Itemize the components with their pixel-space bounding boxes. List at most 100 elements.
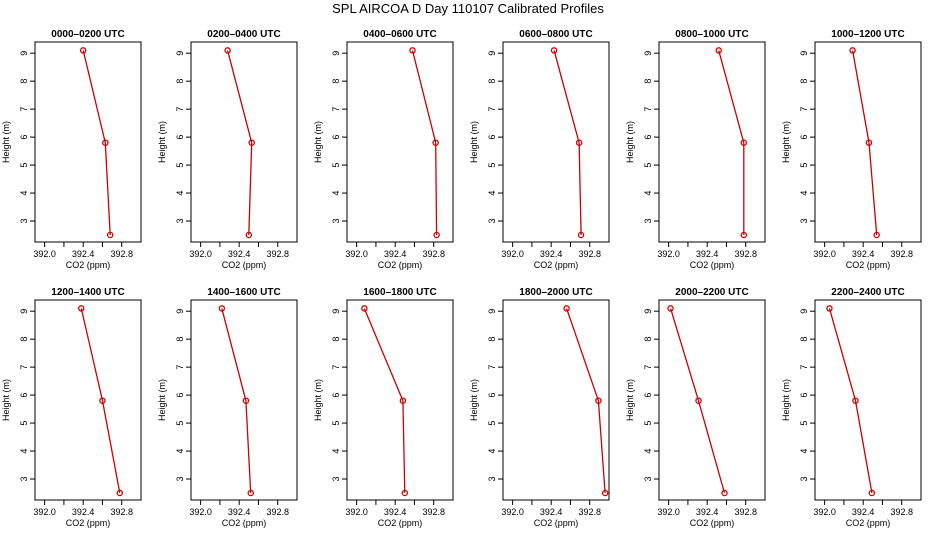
data-point bbox=[826, 305, 833, 312]
data-point bbox=[595, 397, 602, 404]
y-tick-label: 4 bbox=[19, 191, 29, 196]
y-tick-label: 9 bbox=[175, 51, 185, 56]
plot-frame bbox=[814, 299, 922, 501]
x-tick-label: 392.4 bbox=[228, 507, 251, 517]
data-point bbox=[218, 305, 226, 312]
x-tick-label: 392.0 bbox=[501, 249, 524, 259]
y-tick-label: 5 bbox=[643, 421, 653, 426]
data-point bbox=[433, 231, 440, 239]
profile-line bbox=[565, 308, 606, 494]
x-tick-label: 392.8 bbox=[110, 249, 133, 259]
plot-frame bbox=[658, 299, 766, 501]
data-point bbox=[432, 139, 439, 146]
y-tick-label: 7 bbox=[331, 365, 341, 370]
data-point bbox=[106, 231, 114, 239]
data-point bbox=[116, 489, 124, 497]
y-tick-label: 7 bbox=[175, 107, 185, 112]
x-axis-label: CO2 (ppm) bbox=[846, 260, 891, 270]
y-tick-label: 3 bbox=[487, 477, 497, 482]
y-tick-label: 9 bbox=[799, 51, 809, 56]
y-tick-label: 5 bbox=[331, 421, 341, 426]
y-tick-label: 4 bbox=[331, 449, 341, 454]
x-tick-label: 392.0 bbox=[33, 507, 56, 517]
data-point bbox=[409, 47, 416, 54]
x-tick-label: 392.4 bbox=[384, 507, 407, 517]
y-tick-label: 4 bbox=[487, 191, 497, 196]
y-tick-label: 6 bbox=[331, 393, 341, 398]
y-tick-label: 4 bbox=[175, 191, 185, 196]
x-tick-label: 392.4 bbox=[852, 507, 875, 517]
y-axis-label: Height (m) bbox=[1, 121, 11, 163]
data-point bbox=[715, 47, 722, 54]
profile-line bbox=[363, 308, 406, 494]
data-point bbox=[245, 231, 253, 239]
profile-line bbox=[82, 50, 111, 236]
x-tick-label: 392.8 bbox=[578, 507, 601, 517]
y-tick-label: 9 bbox=[799, 309, 809, 314]
panel-title: 2000–2200 UTC bbox=[675, 287, 748, 298]
profile-line bbox=[828, 308, 873, 494]
data-point bbox=[852, 397, 859, 404]
y-tick-label: 3 bbox=[331, 477, 341, 482]
y-tick-label: 7 bbox=[643, 107, 653, 112]
data-point bbox=[399, 397, 407, 404]
y-tick-label: 6 bbox=[19, 393, 29, 398]
y-tick-label: 4 bbox=[643, 191, 653, 196]
y-tick-label: 6 bbox=[799, 393, 809, 398]
data-point bbox=[577, 231, 585, 239]
y-tick-label: 4 bbox=[799, 449, 809, 454]
x-axis-label: CO2 (ppm) bbox=[534, 518, 579, 528]
x-axis-label: CO2 (ppm) bbox=[222, 260, 267, 270]
y-tick-label: 6 bbox=[175, 135, 185, 140]
plot-frame bbox=[814, 41, 922, 243]
x-axis-label: CO2 (ppm) bbox=[846, 518, 891, 528]
plot-frame bbox=[502, 41, 610, 243]
y-tick-label: 8 bbox=[487, 79, 497, 84]
y-tick-label: 7 bbox=[19, 107, 29, 112]
x-axis-label: CO2 (ppm) bbox=[66, 518, 111, 528]
data-point bbox=[868, 489, 876, 497]
data-point bbox=[740, 231, 748, 239]
y-tick-label: 8 bbox=[19, 337, 29, 342]
x-tick-label: 392.4 bbox=[852, 249, 875, 259]
data-point bbox=[242, 397, 250, 404]
x-tick-label: 392.4 bbox=[540, 249, 563, 259]
y-tick-label: 5 bbox=[487, 421, 497, 426]
x-axis-label: CO2 (ppm) bbox=[534, 260, 579, 270]
x-tick-label: 392.4 bbox=[228, 249, 251, 259]
panel-title: 0400–0600 UTC bbox=[363, 29, 436, 40]
y-tick-label: 3 bbox=[799, 219, 809, 224]
figure-title: SPL AIRCOA D Day 110107 Calibrated Profi… bbox=[332, 1, 604, 16]
data-point bbox=[667, 305, 674, 312]
profile-line bbox=[226, 50, 253, 236]
y-tick-label: 8 bbox=[175, 79, 185, 84]
y-axis-label: Height (m) bbox=[1, 379, 11, 421]
x-tick-label: 392.4 bbox=[540, 507, 563, 517]
plot-frame bbox=[190, 41, 298, 243]
data-point bbox=[78, 305, 85, 312]
y-tick-label: 5 bbox=[487, 163, 497, 168]
y-tick-label: 3 bbox=[175, 477, 185, 482]
y-tick-label: 9 bbox=[643, 309, 653, 314]
y-tick-label: 7 bbox=[175, 365, 185, 370]
y-tick-label: 9 bbox=[487, 51, 497, 56]
panel-title: 1800–2000 UTC bbox=[519, 287, 592, 298]
y-tick-label: 7 bbox=[19, 365, 29, 370]
plot-frame bbox=[658, 41, 766, 243]
y-tick-label: 6 bbox=[487, 393, 497, 398]
x-tick-label: 392.4 bbox=[696, 249, 719, 259]
profile-line bbox=[718, 50, 745, 235]
panel-title: 2200–2400 UTC bbox=[831, 287, 904, 298]
y-tick-label: 4 bbox=[799, 191, 809, 196]
y-tick-label: 9 bbox=[643, 51, 653, 56]
data-point bbox=[849, 47, 856, 54]
y-tick-label: 8 bbox=[19, 79, 29, 84]
